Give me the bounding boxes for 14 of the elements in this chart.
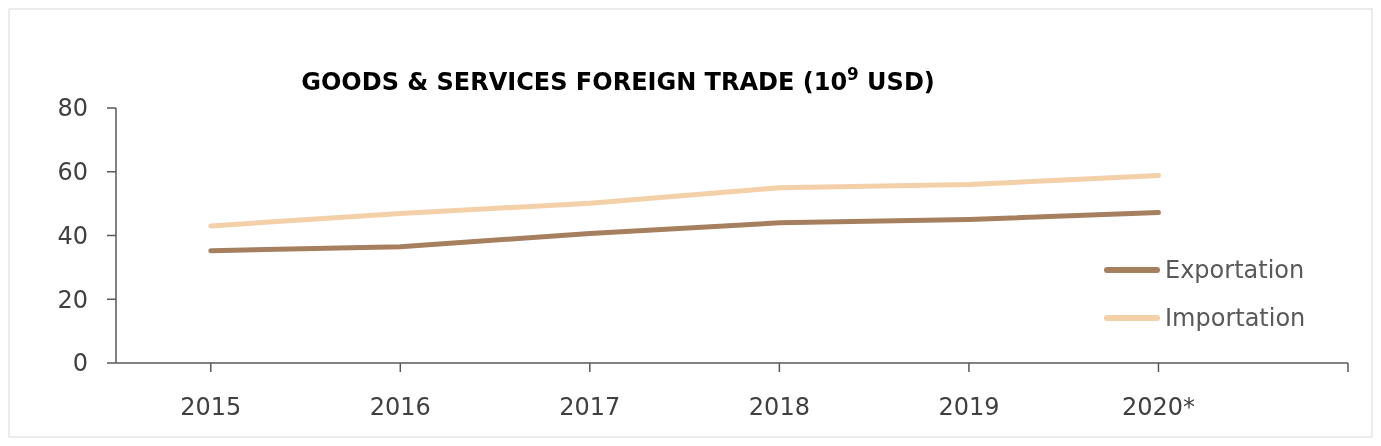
legend-label: Importation xyxy=(1165,304,1306,333)
y-tick-label: 0 xyxy=(72,349,88,378)
y-tick-label: 20 xyxy=(57,285,88,314)
x-tick-label: 2015 xyxy=(180,393,242,421)
y-tick-label: 60 xyxy=(57,158,88,187)
y-tick-label: 40 xyxy=(57,221,88,250)
y-tick-label: 80 xyxy=(57,94,88,123)
x-tick-label: 2018 xyxy=(748,393,810,421)
legend-label: Exportation xyxy=(1165,256,1305,285)
x-tick-label: 2019 xyxy=(938,393,1000,421)
x-tick-label: 2017 xyxy=(559,393,621,421)
x-tick-label: 2016 xyxy=(369,393,431,421)
x-tick-label: 2020* xyxy=(1121,393,1195,421)
chart-title: GOODS & SERVICES FOREIGN TRADE (10$^{9}$ USD) xyxy=(301,64,935,96)
